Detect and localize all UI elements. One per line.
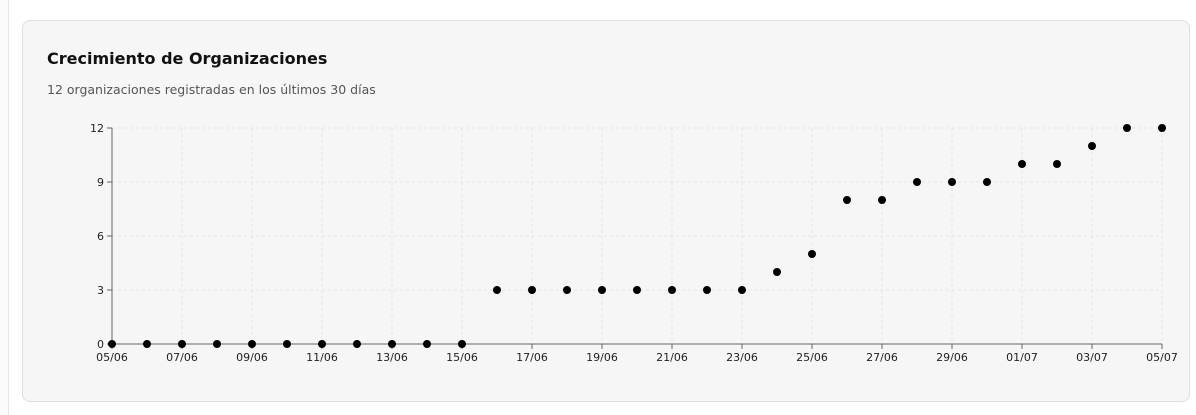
data-point [633, 286, 641, 294]
x-tick-label: 29/06 [936, 351, 968, 364]
data-point [948, 178, 956, 186]
x-tick-label: 23/06 [726, 351, 758, 364]
growth-scatter-chart: 0 3 6 9 12 05/06 07/06 09/06 11/06 13/06 15/06 17/0… [90, 122, 1178, 364]
data-point [668, 286, 676, 294]
data-point [248, 340, 256, 348]
x-tick-label: 05/07 [1146, 351, 1178, 364]
x-tick-label: 21/06 [656, 351, 688, 364]
data-point [563, 286, 571, 294]
data-point [738, 286, 746, 294]
data-point [808, 250, 816, 258]
data-point [493, 286, 501, 294]
x-tick-label: 03/07 [1076, 351, 1108, 364]
chart-subtitle: 12 organizaciones registradas en los últ… [47, 82, 376, 97]
data-point [1053, 160, 1061, 168]
y-tick-label: 0 [97, 338, 104, 351]
x-tick-label: 17/06 [516, 351, 548, 364]
x-tick-label: 27/06 [866, 351, 898, 364]
data-point [283, 340, 291, 348]
data-point [983, 178, 991, 186]
data-point [353, 340, 361, 348]
data-point [1088, 142, 1096, 150]
data-point [1158, 124, 1166, 132]
x-tick-label: 09/06 [236, 351, 268, 364]
data-point [1018, 160, 1026, 168]
data-point [108, 340, 116, 348]
data-point [178, 340, 186, 348]
x-tick-label: 07/06 [166, 351, 198, 364]
x-tick-label: 15/06 [446, 351, 478, 364]
data-point [773, 268, 781, 276]
y-tick-label: 9 [97, 176, 104, 189]
data-point [318, 340, 326, 348]
data-point [458, 340, 466, 348]
y-tick-label: 3 [97, 284, 104, 297]
y-tick-label: 12 [90, 122, 104, 135]
data-point [843, 196, 851, 204]
data-point [703, 286, 711, 294]
x-tick-label: 05/06 [96, 351, 128, 364]
data-point [423, 340, 431, 348]
data-point [1123, 124, 1131, 132]
data-point [528, 286, 536, 294]
chart-title: Crecimiento de Organizaciones [47, 49, 328, 68]
data-point [143, 340, 151, 348]
x-tick-label: 13/06 [376, 351, 408, 364]
data-point [913, 178, 921, 186]
y-tick-label: 6 [97, 230, 104, 243]
data-point [213, 340, 221, 348]
chart-card: Crecimiento de Organizaciones 12 organiz… [22, 20, 1190, 402]
data-point [598, 286, 606, 294]
left-rail [0, 0, 9, 415]
x-tick-label: 19/06 [586, 351, 618, 364]
x-tick-label: 01/07 [1006, 351, 1038, 364]
x-tick-label: 11/06 [306, 351, 338, 364]
data-point [388, 340, 396, 348]
x-tick-label: 25/06 [796, 351, 828, 364]
data-point [878, 196, 886, 204]
